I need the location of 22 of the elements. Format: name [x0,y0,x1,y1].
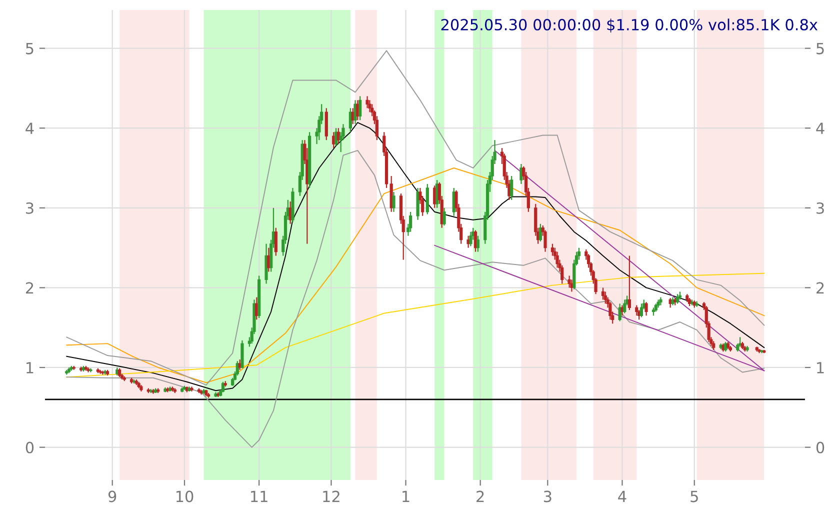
y-tick-label: 1 [26,362,34,374]
y2-tick-label: 5 [816,42,824,54]
x-tick-label: 3 [544,490,552,502]
x-tick-label: 10 [176,490,194,502]
x-tick-label: 5 [690,490,698,502]
x-tick-label: 12 [323,490,340,502]
y2-tick-label: 0 [816,442,824,454]
y-tick-label: 0 [26,442,34,454]
y-tick-label: 5 [26,42,34,54]
x-tick-label: 11 [251,490,268,502]
y2-tick-label: 1 [817,362,824,374]
y-tick-label: 2 [26,282,34,294]
y2-tick-label: 4 [816,122,824,134]
y2-tick-label: 2 [816,282,824,294]
y-tick-label: 4 [26,122,34,134]
x-tick-label: 4 [618,490,626,502]
x-tick-label: 1 [402,490,410,502]
y2-tick-label: 3 [816,202,824,214]
x-tick-label: 2 [476,490,484,502]
text: 2025.05.30 00:00:00 $1.19 0.00% vol:85.1K 0.8x [441,18,818,32]
x-tick-label: 9 [108,490,116,502]
y-tick-label: 3 [26,202,34,214]
